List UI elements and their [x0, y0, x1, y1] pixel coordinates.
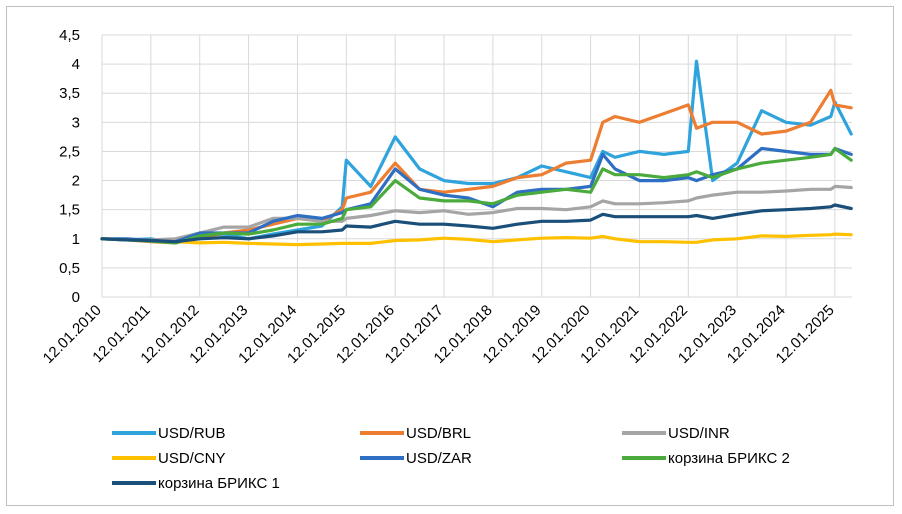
y-tick-label: 0	[72, 289, 80, 306]
series-lines	[100, 59, 853, 247]
y-axis: 0 0,5 1 1,5 2 2,5 3 3,5 4 4,5	[59, 27, 80, 306]
legend-label: корзина БРИКС 1	[158, 475, 280, 492]
series-line-корзина-брикс-1	[100, 203, 853, 244]
series-line-usd-brl	[100, 88, 853, 245]
x-axis: 12.01.201012.01.201112.01.201212.01.2013…	[40, 302, 838, 367]
legend-label: USD/ZAR	[406, 450, 472, 467]
legend-label: USD/BRL	[406, 425, 471, 442]
legend-label: USD/RUB	[158, 425, 226, 442]
y-tick-label: 3	[72, 114, 80, 131]
y-tick-label: 1	[72, 231, 80, 248]
series-line-корзина-брикс-2	[100, 146, 853, 245]
series-line-usd-cny	[100, 232, 853, 247]
chart-frame	[6, 6, 894, 506]
legend-label: корзина БРИКС 2	[668, 450, 790, 467]
legend-label: USD/INR	[668, 425, 730, 442]
y-tick-label: 2,5	[59, 143, 80, 160]
y-tick-label: 3,5	[59, 85, 80, 102]
series-line-usd-inr	[100, 184, 853, 242]
y-tick-label: 1,5	[59, 202, 80, 219]
y-tick-label: 4	[72, 56, 80, 73]
y-tick-label: 0,5	[59, 260, 80, 277]
y-tick-label: 4,5	[59, 27, 80, 44]
y-tick-label: 2	[72, 173, 80, 190]
legend: USD/RUB USD/BRL USD/INR USD/CNY USD/ZAR корзи…	[112, 425, 790, 492]
legend-label: USD/CNY	[158, 450, 226, 467]
